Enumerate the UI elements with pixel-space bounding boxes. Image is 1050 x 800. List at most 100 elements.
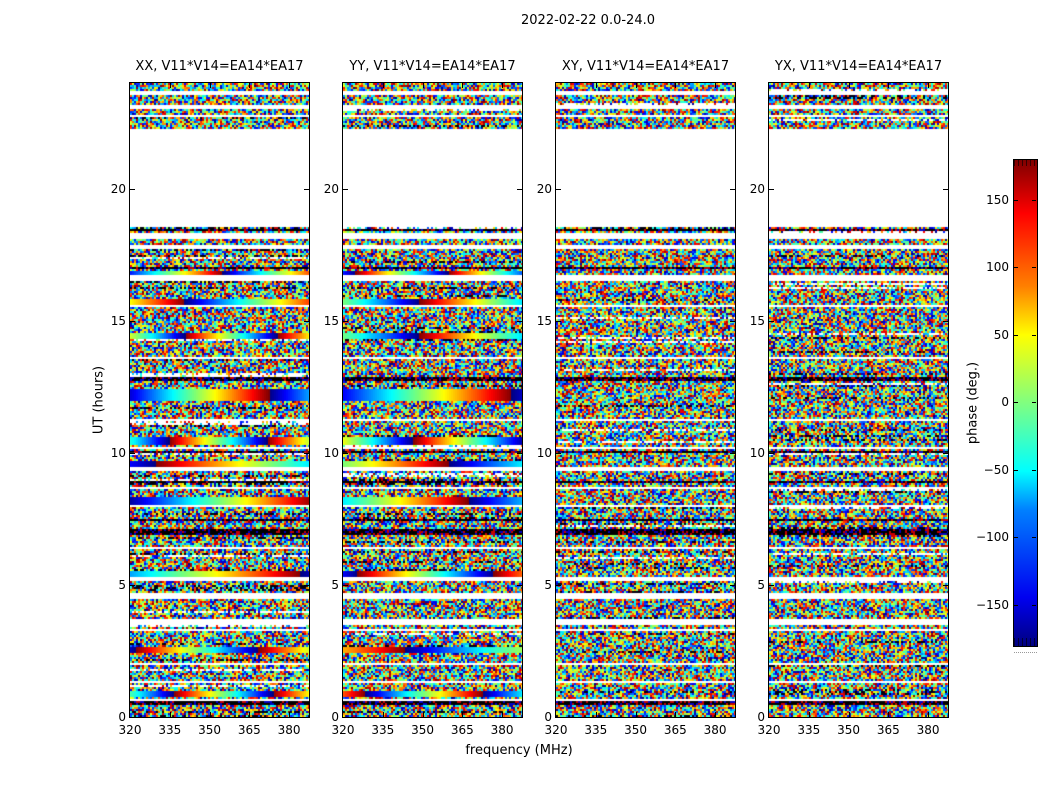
heatmap-yx — [769, 83, 948, 717]
tick-left — [130, 453, 135, 454]
tick-top — [675, 83, 676, 88]
tick-left — [556, 585, 561, 586]
panel-xy — [555, 82, 736, 718]
tick-bottom — [715, 712, 716, 717]
tick-right — [943, 453, 948, 454]
tick-right — [730, 189, 735, 190]
x-tick-label: 335 — [158, 723, 182, 737]
y-tick-label: 15 — [749, 313, 765, 328]
x-tick-label: 350 — [624, 723, 647, 737]
tick-left — [556, 321, 561, 322]
x-tick-label: 335 — [797, 723, 821, 737]
tick-right — [730, 585, 735, 586]
x-tick-label: 380 — [703, 723, 727, 737]
x-tick-label: 320 — [757, 723, 781, 737]
y-tick-label: 10 — [749, 445, 765, 460]
colorbar-tick-right — [1032, 537, 1036, 538]
colorbar-gradient — [1013, 159, 1038, 647]
y-tick-label: 20 — [536, 181, 552, 196]
tick-top — [289, 83, 290, 88]
tick-right — [730, 453, 735, 454]
tick-bottom — [888, 712, 889, 717]
tick-top — [170, 83, 171, 88]
tick-right — [943, 585, 948, 586]
x-tick-label: 335 — [371, 723, 395, 737]
y-axis-label: UT (hours) — [91, 365, 107, 435]
figure-title: 2022-02-22 0.0-24.0 — [521, 13, 655, 28]
tick-right — [304, 585, 309, 586]
y-tick-label: 0 — [331, 710, 339, 724]
tick-left — [343, 453, 348, 454]
tick-left — [769, 585, 774, 586]
colorbar-tick-label: 150 — [986, 192, 1009, 207]
heatmap-xx — [130, 83, 309, 717]
y-tick-label: 0 — [544, 710, 552, 724]
colorbar-top-hatch — [1014, 160, 1037, 166]
tick-bottom — [636, 712, 637, 717]
y-tick-label: 5 — [544, 577, 552, 592]
tick-bottom — [249, 712, 250, 717]
x-tick-label: 380 — [277, 723, 301, 737]
tick-bottom — [675, 712, 676, 717]
tick-top — [928, 83, 929, 88]
x-tick-label: 365 — [663, 723, 687, 737]
y-tick-label: 20 — [323, 181, 339, 196]
heatmap-yy — [343, 83, 522, 717]
tick-top — [210, 83, 211, 88]
tick-left — [130, 189, 135, 190]
panel-title-xx: XX, V11*V14=EA14*EA17 — [135, 59, 304, 74]
tick-left — [343, 189, 348, 190]
colorbar-tick-left — [1014, 470, 1018, 471]
tick-top — [809, 83, 810, 88]
tick-bottom — [596, 712, 597, 717]
colorbar-tick-left — [1014, 267, 1018, 268]
x-tick-label: 335 — [584, 723, 608, 737]
tick-bottom — [383, 712, 384, 717]
tick-right — [304, 321, 309, 322]
tick-left — [769, 321, 774, 322]
tick-top — [502, 83, 503, 88]
x-tick-label: 365 — [450, 723, 474, 737]
tick-left — [343, 321, 348, 322]
tick-right — [517, 321, 522, 322]
colorbar-tick-label: −150 — [976, 597, 1009, 612]
tick-left — [130, 585, 135, 586]
colorbar-bottom-hatch — [1014, 638, 1037, 646]
tick-right — [943, 321, 948, 322]
tick-bottom — [849, 712, 850, 717]
colorbar-tick-left — [1014, 605, 1018, 606]
y-tick-label: 0 — [118, 710, 126, 724]
tick-bottom — [210, 712, 211, 717]
tick-top — [383, 83, 384, 88]
y-tick-label: 5 — [118, 577, 126, 592]
tick-right — [730, 321, 735, 322]
tick-bottom — [809, 712, 810, 717]
tick-left — [556, 189, 561, 190]
colorbar-tick-right — [1032, 200, 1036, 201]
colorbar-underflow-dots — [1014, 652, 1037, 653]
y-tick-label: 0 — [757, 710, 765, 724]
y-tick-label: 10 — [536, 445, 552, 460]
tick-right — [304, 189, 309, 190]
tick-top — [715, 83, 716, 88]
tick-top — [462, 83, 463, 88]
y-tick-label: 5 — [331, 577, 339, 592]
colorbar-tick-right — [1032, 335, 1036, 336]
tick-right — [517, 189, 522, 190]
tick-top — [849, 83, 850, 88]
tick-bottom — [423, 712, 424, 717]
x-tick-label: 350 — [198, 723, 221, 737]
x-tick-label: 365 — [876, 723, 900, 737]
y-tick-label: 20 — [749, 181, 765, 196]
panel-title-xy: XY, V11*V14=EA14*EA17 — [561, 59, 730, 74]
tick-top — [888, 83, 889, 88]
colorbar-tick-label: −50 — [983, 462, 1009, 477]
x-tick-label: 380 — [490, 723, 514, 737]
colorbar-tick-left — [1014, 200, 1018, 201]
tick-right — [304, 453, 309, 454]
tick-top — [423, 83, 424, 88]
tick-bottom — [928, 712, 929, 717]
panel-yy — [342, 82, 523, 718]
tick-top — [636, 83, 637, 88]
